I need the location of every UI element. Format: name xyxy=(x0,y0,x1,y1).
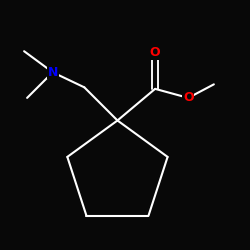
Text: O: O xyxy=(150,46,160,59)
Text: N: N xyxy=(48,66,58,79)
Text: O: O xyxy=(183,92,194,104)
